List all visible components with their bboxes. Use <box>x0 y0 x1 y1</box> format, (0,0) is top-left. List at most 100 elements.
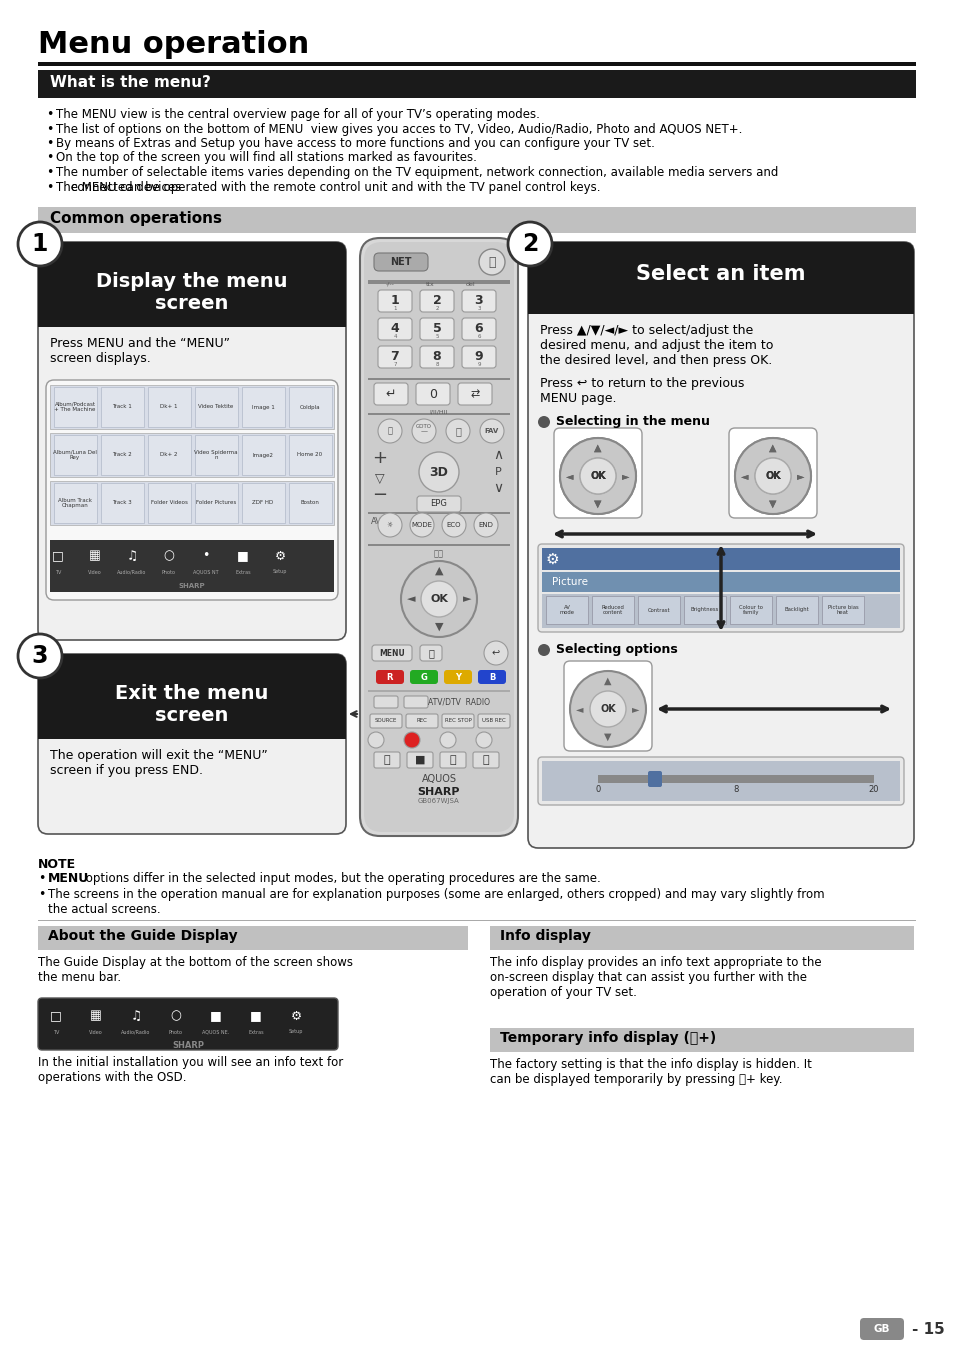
Text: P: P <box>494 467 501 477</box>
Text: Display the menu
screen: Display the menu screen <box>96 272 288 313</box>
FancyBboxPatch shape <box>359 238 517 835</box>
Text: Press ▲/▼/◄/► to select/adjust the
desired menu, and adjust the item to
the desi: Press ▲/▼/◄/► to select/adjust the desir… <box>539 324 773 367</box>
Text: •: • <box>38 872 46 886</box>
Bar <box>368 378 510 380</box>
Text: AQUOS NT: AQUOS NT <box>193 570 218 574</box>
Circle shape <box>537 416 550 428</box>
FancyBboxPatch shape <box>537 544 903 632</box>
Bar <box>38 719 346 739</box>
Circle shape <box>418 452 458 492</box>
FancyBboxPatch shape <box>554 428 641 519</box>
Text: Boston: Boston <box>300 501 319 505</box>
Text: □: □ <box>52 550 64 562</box>
FancyBboxPatch shape <box>374 253 428 271</box>
Text: The MENU view is the central overview page for all of your TV’s operating modes.: The MENU view is the central overview pa… <box>56 108 539 121</box>
Circle shape <box>412 418 436 443</box>
FancyBboxPatch shape <box>477 714 510 728</box>
Text: About the Guide Display: About the Guide Display <box>48 929 237 942</box>
Text: •: • <box>46 122 53 135</box>
Bar <box>527 294 913 314</box>
Circle shape <box>559 437 636 515</box>
Text: Setup: Setup <box>289 1029 303 1034</box>
Text: ↩: ↩ <box>492 649 499 658</box>
Text: SOURCE: SOURCE <box>375 719 396 723</box>
Bar <box>368 512 510 515</box>
Text: Contrast: Contrast <box>647 608 670 612</box>
Text: Extras: Extras <box>235 570 251 574</box>
Bar <box>541 761 899 802</box>
Circle shape <box>18 222 62 265</box>
Text: Press ↩ to return to the previous
MENU page.: Press ↩ to return to the previous MENU p… <box>539 376 743 405</box>
Text: 7: 7 <box>393 362 396 367</box>
FancyBboxPatch shape <box>374 696 397 708</box>
Text: 9: 9 <box>476 362 480 367</box>
Bar <box>729 596 771 624</box>
Circle shape <box>439 733 456 747</box>
FancyBboxPatch shape <box>410 670 437 684</box>
Bar <box>368 413 510 414</box>
FancyBboxPatch shape <box>473 751 498 768</box>
FancyBboxPatch shape <box>370 714 401 728</box>
Text: The Guide Display at the bottom of the screen shows
the menu bar.: The Guide Display at the bottom of the s… <box>38 956 353 984</box>
Text: Y: Y <box>455 673 460 681</box>
Bar <box>38 70 915 97</box>
Text: Colour to
family: Colour to family <box>739 605 762 616</box>
Text: ▲: ▲ <box>603 676 611 686</box>
Circle shape <box>403 733 419 747</box>
Text: Press MENU and the “MENU”
screen displays.: Press MENU and the “MENU” screen display… <box>50 337 230 366</box>
Text: NOTE: NOTE <box>38 858 76 871</box>
Text: 3D: 3D <box>429 466 448 478</box>
Text: Audio/Radio: Audio/Radio <box>121 1029 151 1034</box>
FancyBboxPatch shape <box>377 347 412 368</box>
Text: ⏻: ⏻ <box>488 256 496 268</box>
Text: Picture bias
heat: Picture bias heat <box>827 605 858 616</box>
FancyBboxPatch shape <box>364 242 514 831</box>
Bar <box>101 483 144 523</box>
Text: Selecting options: Selecting options <box>556 643 677 657</box>
FancyBboxPatch shape <box>416 496 460 512</box>
Bar <box>368 544 510 546</box>
Text: ▦: ▦ <box>90 1010 102 1022</box>
Text: ⓘ: ⓘ <box>455 427 460 436</box>
Circle shape <box>420 581 456 617</box>
Circle shape <box>507 222 552 265</box>
Text: Video Spiderma
n: Video Spiderma n <box>194 450 237 460</box>
Text: ♫: ♫ <box>126 550 137 562</box>
Bar <box>289 435 332 475</box>
Bar <box>242 435 285 475</box>
Text: EPG: EPG <box>430 500 447 509</box>
Text: Video Tektite: Video Tektite <box>198 405 233 409</box>
Text: ►: ► <box>797 471 804 481</box>
Bar <box>50 481 334 525</box>
Text: ▲: ▲ <box>768 443 776 454</box>
Text: ◄: ◄ <box>566 471 573 481</box>
Text: ⚙: ⚙ <box>544 551 558 566</box>
Text: ∧: ∧ <box>493 448 502 462</box>
Text: 0: 0 <box>429 387 436 401</box>
Circle shape <box>446 418 470 443</box>
Text: OK: OK <box>590 471 605 481</box>
Text: Folder Videos: Folder Videos <box>151 501 187 505</box>
FancyBboxPatch shape <box>419 347 454 368</box>
Text: 4: 4 <box>393 333 396 338</box>
Text: 2: 2 <box>435 306 438 310</box>
Circle shape <box>476 733 492 747</box>
Text: ∨: ∨ <box>493 481 502 496</box>
Text: Backlight: Backlight <box>783 608 808 612</box>
Text: TV: TV <box>54 570 61 574</box>
Text: •: • <box>46 167 53 179</box>
Text: ⇄: ⇄ <box>470 389 479 399</box>
Text: OK: OK <box>430 594 448 604</box>
FancyBboxPatch shape <box>407 751 433 768</box>
Bar <box>683 596 725 624</box>
Text: 8: 8 <box>733 785 738 793</box>
Circle shape <box>377 418 401 443</box>
Text: ■: ■ <box>250 1010 262 1022</box>
Text: •: • <box>46 152 53 164</box>
Text: ☼: ☼ <box>387 523 393 528</box>
Text: By means of Extras and Setup you have access to more functions and you can confi: By means of Extras and Setup you have ac… <box>56 137 654 150</box>
Text: •: • <box>202 550 210 562</box>
FancyBboxPatch shape <box>441 714 474 728</box>
Text: ▼: ▼ <box>603 733 611 742</box>
Bar <box>54 435 97 475</box>
